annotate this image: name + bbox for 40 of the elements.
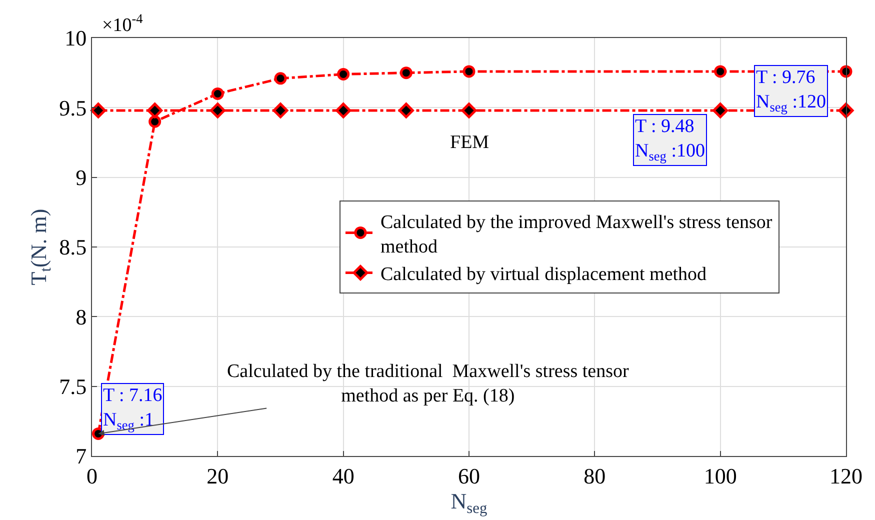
point: [840, 65, 852, 78]
y-tick-label: 8: [76, 304, 87, 330]
annotation: T : 9.76 N$_{seg}$ :120: [756, 67, 826, 115]
x-tick-label: 120: [830, 463, 862, 488]
point: [398, 102, 414, 118]
y-tick-label: 8.5: [59, 234, 87, 260]
point: [210, 102, 226, 118]
x-tick-label: 60: [458, 463, 480, 488]
y-tick-label: 7: [76, 444, 87, 469]
point: [337, 68, 350, 80]
point: [147, 102, 163, 118]
y-tick-label: 7.5: [59, 374, 87, 400]
y-tick-label: 9.5: [59, 95, 87, 120]
annotation: T : 9.48 N$_{seg}$ :100: [635, 116, 705, 164]
point: [148, 115, 162, 128]
point: [838, 102, 854, 118]
x-tick-label: 40: [332, 463, 354, 488]
point: [274, 72, 287, 85]
point: [462, 65, 476, 78]
point: [90, 102, 106, 118]
x-tick-label: 20: [206, 463, 229, 488]
x-tick-label: 80: [584, 463, 606, 488]
point: [461, 102, 477, 118]
point: [336, 102, 352, 118]
annotation: Calculated by the traditional Maxwell's stress tensor method as per Eq. (18): [227, 361, 630, 407]
x-tick-label: 0: [86, 463, 98, 488]
x-axis-title: N$_{seg}$: [450, 488, 488, 518]
point: [712, 102, 728, 118]
annotation: T : 7.16 N$_{seg}$ :1: [103, 385, 162, 433]
y-tick-label: 10: [64, 26, 87, 51]
point: [714, 65, 727, 78]
point: [400, 66, 412, 80]
text: ×10$^{-4}$: [102, 11, 144, 36]
y-tick-label: 9: [76, 165, 87, 190]
point: [272, 102, 288, 118]
legend-label: Calculated by the improved Maxwell's stress tensor method: [380, 212, 773, 258]
annotation: FEM: [450, 132, 490, 153]
point: [211, 87, 224, 100]
legend-label: Calculated by virtual displacement method: [380, 264, 708, 286]
x-tick-label: 100: [704, 463, 737, 488]
